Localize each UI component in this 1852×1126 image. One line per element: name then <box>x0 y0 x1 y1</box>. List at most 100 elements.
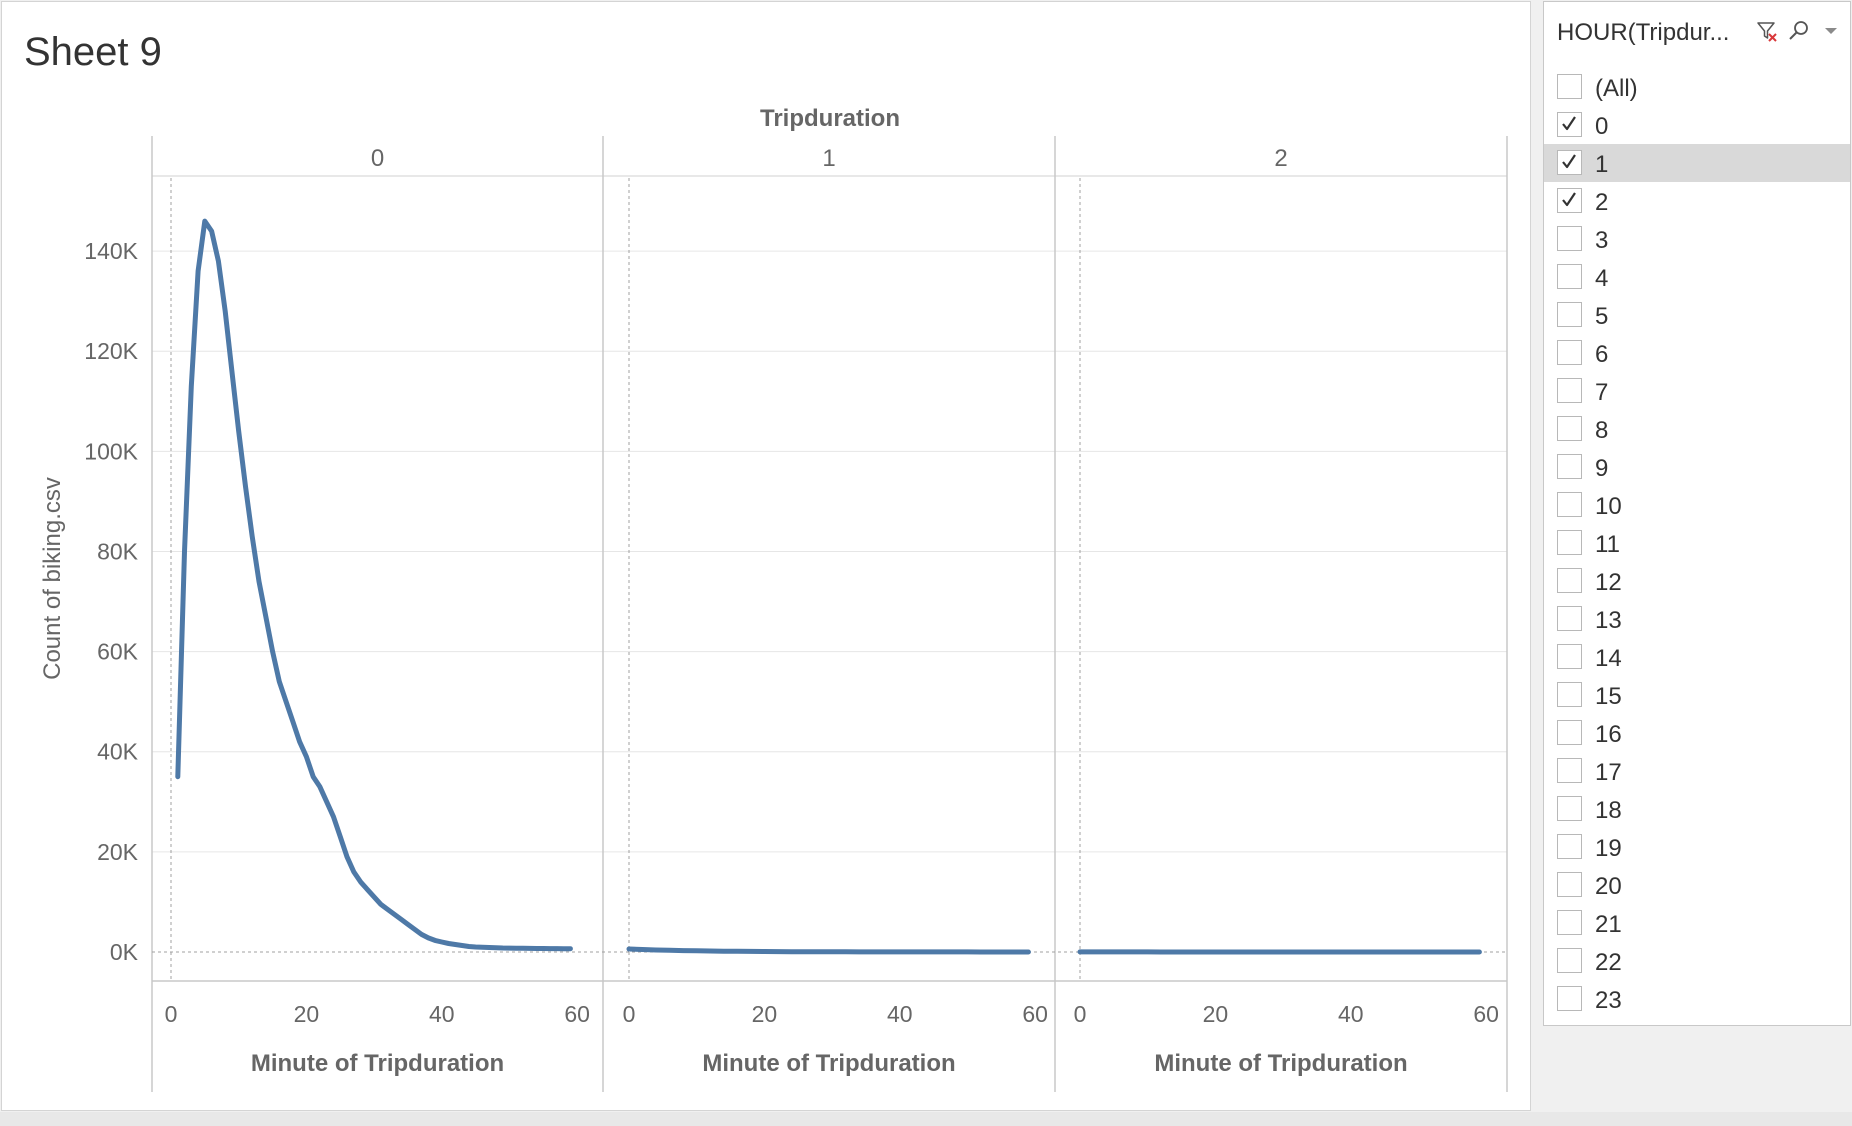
filter-item[interactable]: 0 <box>1544 106 1850 144</box>
y-tick-label: 0K <box>110 939 139 965</box>
checkbox-unchecked[interactable] <box>1557 758 1582 783</box>
x-tick-label: 0 <box>165 1001 178 1027</box>
filter-item-label: 18 <box>1595 797 1622 824</box>
y-tick-label: 100K <box>84 438 138 464</box>
filter-item-label: 9 <box>1595 455 1609 482</box>
y-axis-label: Count of biking.csv <box>39 477 66 680</box>
checkbox-checked[interactable] <box>1557 188 1582 213</box>
filter-item-label: 23 <box>1595 987 1622 1014</box>
filter-item[interactable]: 15 <box>1544 676 1850 714</box>
checkbox-unchecked[interactable] <box>1557 720 1582 745</box>
y-tick-label: 20K <box>97 839 139 865</box>
filter-item-label: 1 <box>1595 151 1609 178</box>
panel-header-label: 1 <box>822 145 835 172</box>
filter-item[interactable]: 22 <box>1544 942 1850 980</box>
clear-filter-icon[interactable] <box>1756 20 1778 42</box>
filter-item[interactable]: 9 <box>1544 448 1850 486</box>
filter-item[interactable]: (All) <box>1544 68 1850 106</box>
checkbox-unchecked[interactable] <box>1557 416 1582 441</box>
x-axis-label: Minute of Tripduration <box>1154 1050 1407 1077</box>
x-tick-label: 60 <box>1473 1001 1499 1027</box>
filter-item-label: 14 <box>1595 645 1622 672</box>
filter-item[interactable]: 11 <box>1544 524 1850 562</box>
filter-item-label: 12 <box>1595 569 1622 596</box>
filter-item[interactable]: 23 <box>1544 980 1850 1018</box>
filter-item[interactable]: 19 <box>1544 828 1850 866</box>
filter-item-label: 0 <box>1595 113 1609 140</box>
x-tick-label: 20 <box>294 1001 320 1027</box>
checkbox-unchecked[interactable] <box>1557 796 1582 821</box>
line-chart: Tripduration 0K 20K 40K 60K 80K 100K 120K 140K Co… <box>39 105 1508 1092</box>
filter-item-label: 16 <box>1595 721 1622 748</box>
x-tick-label: 0 <box>623 1001 636 1027</box>
checkbox-unchecked[interactable] <box>1557 834 1582 859</box>
filter-item-label: 4 <box>1595 265 1609 292</box>
filter-item[interactable]: 2 <box>1544 182 1850 220</box>
filter-item[interactable]: 21 <box>1544 904 1850 942</box>
filter-item[interactable]: 7 <box>1544 372 1850 410</box>
filter-item[interactable]: 13 <box>1544 600 1850 638</box>
checkbox-unchecked[interactable] <box>1557 986 1582 1011</box>
filter-item[interactable]: 8 <box>1544 410 1850 448</box>
filter-list: (All) 0 1 2 3 4 5 6 7 8 9 10 11 12 13 14 15 16 17 18 19 20 21 2… <box>1544 68 1850 1018</box>
checkbox-unchecked[interactable] <box>1557 226 1582 251</box>
filter-item[interactable]: 3 <box>1544 220 1850 258</box>
checkbox-checked[interactable] <box>1557 150 1582 175</box>
checkbox-unchecked[interactable] <box>1557 530 1582 555</box>
filter-item[interactable]: 16 <box>1544 714 1850 752</box>
search-icon[interactable] <box>1788 20 1810 42</box>
checkbox-unchecked[interactable] <box>1557 872 1582 897</box>
filter-item-label: 20 <box>1595 873 1622 900</box>
checkbox-unchecked[interactable] <box>1557 378 1582 403</box>
checkbox-unchecked[interactable] <box>1557 568 1582 593</box>
y-tick-label: 40K <box>97 739 139 765</box>
checkbox-unchecked[interactable] <box>1557 910 1582 935</box>
x-axis-label: Minute of Tripduration <box>251 1050 504 1077</box>
series-line-0[interactable] <box>175 218 573 952</box>
filter-item-label: 21 <box>1595 911 1622 938</box>
checkbox-unchecked[interactable] <box>1557 74 1582 99</box>
filter-item[interactable]: 10 <box>1544 486 1850 524</box>
checkbox-unchecked[interactable] <box>1557 454 1582 479</box>
filter-item-label: 7 <box>1595 379 1609 406</box>
y-tick-label: 80K <box>97 538 139 564</box>
filter-item-label: 3 <box>1595 227 1609 254</box>
checkbox-unchecked[interactable] <box>1557 340 1582 365</box>
series-line-1[interactable] <box>626 946 1031 955</box>
checkbox-checked[interactable] <box>1557 112 1582 137</box>
x-tick-label: 0 <box>1074 1001 1087 1027</box>
status-bar <box>0 1112 1852 1126</box>
filter-item[interactable]: 20 <box>1544 866 1850 904</box>
filter-item-label: 22 <box>1595 949 1622 976</box>
checkmark-icon <box>1562 154 1576 169</box>
x-tick-label: 40 <box>887 1001 913 1027</box>
panel-header-label: 2 <box>1274 145 1287 172</box>
filter-item[interactable]: 4 <box>1544 258 1850 296</box>
y-tick-label: 140K <box>84 238 138 264</box>
filter-item-label: 11 <box>1595 531 1620 558</box>
filter-item[interactable]: 18 <box>1544 790 1850 828</box>
filter-header: HOUR(Tripdur... <box>1544 2 1850 60</box>
filter-item[interactable]: 1 <box>1544 144 1850 182</box>
checkbox-unchecked[interactable] <box>1557 948 1582 973</box>
filter-item-label: 15 <box>1595 683 1622 710</box>
checkbox-unchecked[interactable] <box>1557 644 1582 669</box>
x-axis-label: Minute of Tripduration <box>702 1050 955 1077</box>
checkbox-unchecked[interactable] <box>1557 606 1582 631</box>
y-tick-label: 60K <box>97 639 139 665</box>
filter-item[interactable]: 12 <box>1544 562 1850 600</box>
filter-item-label: 2 <box>1595 189 1609 216</box>
checkbox-unchecked[interactable] <box>1557 264 1582 289</box>
checkmark-icon <box>1562 116 1576 131</box>
filter-item[interactable]: 6 <box>1544 334 1850 372</box>
filter-item-label: 5 <box>1595 303 1609 330</box>
sheet-title: Sheet 9 <box>24 30 162 74</box>
filter-item-label: 17 <box>1595 759 1622 786</box>
checkbox-unchecked[interactable] <box>1557 492 1582 517</box>
checkbox-unchecked[interactable] <box>1557 682 1582 707</box>
filter-item[interactable]: 17 <box>1544 752 1850 790</box>
filter-item[interactable]: 14 <box>1544 638 1850 676</box>
dropdown-icon[interactable] <box>1820 20 1842 42</box>
checkbox-unchecked[interactable] <box>1557 302 1582 327</box>
filter-item[interactable]: 5 <box>1544 296 1850 334</box>
